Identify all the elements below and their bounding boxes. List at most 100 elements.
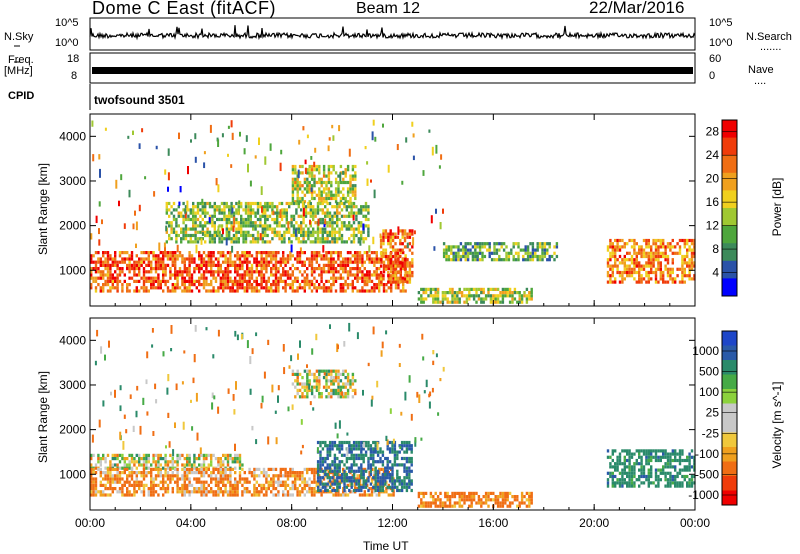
data-cell [640, 455, 643, 459]
data-cell [343, 205, 346, 209]
data-speckle [422, 170, 425, 176]
data-cell [169, 270, 172, 274]
data-cell [171, 466, 174, 470]
data-cell [482, 495, 485, 499]
data-cell [474, 245, 477, 249]
data-cell [333, 479, 337, 483]
data-speckle [430, 215, 433, 224]
data-cell [313, 251, 316, 255]
data-cell [408, 235, 412, 239]
data-cell [368, 273, 371, 277]
data-cell [232, 205, 236, 209]
data-cell [301, 171, 304, 175]
data-cell [133, 460, 136, 464]
data-cell [343, 485, 346, 489]
data-cell [373, 474, 376, 478]
data-cell [282, 270, 285, 274]
data-cell [626, 264, 629, 268]
data-cell [183, 263, 186, 267]
data-cell [174, 267, 177, 271]
data-cell [386, 460, 389, 464]
data-cell [152, 279, 155, 283]
data-cell [307, 211, 310, 215]
data-cell [289, 273, 292, 277]
data-cell [683, 468, 686, 472]
data-cell [210, 273, 213, 277]
data-cell [366, 279, 369, 283]
data-cell [650, 267, 653, 271]
data-cell [379, 280, 383, 284]
data-cell [213, 205, 216, 209]
data-cell [674, 474, 677, 479]
data-cell [157, 254, 160, 258]
data-cell [296, 372, 299, 376]
data-cell [541, 251, 544, 255]
data-cell [142, 276, 146, 280]
data-cell [182, 237, 185, 241]
data-cell [355, 205, 358, 209]
data-cell [322, 254, 326, 258]
data-cell [211, 240, 214, 244]
data-cell [133, 289, 136, 293]
data-cell [224, 267, 227, 271]
data-cell [306, 283, 309, 287]
data-cell [337, 257, 340, 261]
data-cell [408, 232, 412, 236]
data-cell [240, 214, 243, 218]
data-cell [389, 254, 392, 259]
data-cell [170, 211, 173, 215]
data-cell [288, 205, 291, 209]
data-cell [133, 260, 136, 264]
data-cell [328, 224, 332, 228]
data-cell [448, 291, 452, 295]
data-cell [109, 286, 112, 290]
data-cell [614, 280, 617, 284]
data-cell [291, 487, 294, 491]
data-cell [495, 242, 499, 246]
data-cell [346, 251, 350, 255]
data-cell [135, 286, 138, 290]
data-cell [318, 187, 321, 191]
data-cell [295, 201, 298, 206]
data-cell [681, 258, 684, 262]
data-cell [111, 263, 114, 267]
data-cell [255, 289, 258, 293]
data-cell [363, 283, 366, 287]
data-cell [351, 260, 354, 264]
data-cell [193, 487, 196, 491]
data-cell [518, 501, 521, 505]
data-cell [676, 267, 679, 271]
data-cell [662, 270, 665, 275]
data-cell [334, 196, 338, 201]
data-cell [362, 447, 365, 451]
data-speckle [144, 176, 147, 180]
data-cell [288, 227, 291, 231]
data-cell [231, 460, 234, 464]
data-cell [265, 477, 268, 481]
data-cell [388, 485, 392, 489]
data-cell [404, 254, 407, 258]
data-cell [279, 467, 282, 471]
data-cell [339, 273, 342, 277]
data-cell [686, 261, 689, 265]
data-cell [688, 245, 691, 249]
data-cell [373, 257, 376, 261]
data-cell [336, 221, 339, 225]
data-cell [186, 289, 189, 293]
data-cell [279, 471, 282, 475]
data-cell [380, 474, 383, 478]
data-cell [252, 237, 255, 241]
data-cell [255, 279, 258, 283]
data-cell [362, 460, 365, 464]
data-speckle [371, 131, 374, 141]
data-cell [183, 490, 186, 494]
data-cell [487, 491, 490, 495]
data-cell [358, 474, 362, 478]
data-cell [343, 463, 346, 467]
data-cell [346, 257, 350, 261]
data-cell [382, 270, 386, 274]
data-cell [350, 240, 353, 244]
data-cell [688, 261, 691, 265]
data-cell [406, 280, 409, 284]
data-cell [401, 258, 404, 262]
